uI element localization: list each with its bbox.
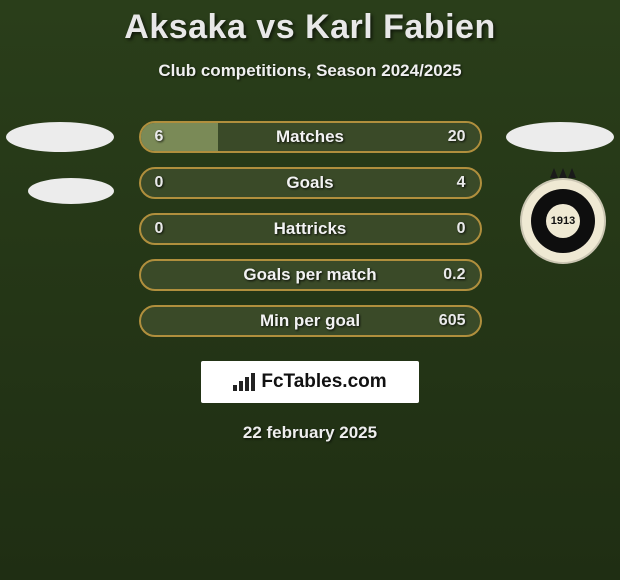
- branding-box[interactable]: FcTables.com: [201, 361, 419, 403]
- stat-label: Min per goal: [141, 311, 480, 331]
- club-badge-inner: 1913: [531, 189, 595, 253]
- stat-right-value: 20: [448, 128, 466, 146]
- stat-bar: Goals per match0.2: [139, 259, 482, 291]
- stat-right-value: 0.2: [443, 266, 465, 284]
- date-stamp: 22 february 2025: [0, 423, 620, 443]
- crown-icon: [550, 166, 576, 178]
- stat-label: Goals per match: [141, 265, 480, 285]
- bar-chart-icon: [233, 373, 255, 391]
- subtitle: Club competitions, Season 2024/2025: [0, 61, 620, 81]
- stat-bar: 0Goals4: [139, 167, 482, 199]
- stat-right-value: 605: [439, 312, 466, 330]
- stat-right-value: 4: [457, 174, 466, 192]
- stat-bar: Min per goal605: [139, 305, 482, 337]
- stat-label: Hattricks: [141, 219, 480, 239]
- stat-bar: 6Matches20: [139, 121, 482, 153]
- player-left-shape-2: [28, 178, 114, 204]
- stat-label: Matches: [141, 127, 480, 147]
- stat-right-value: 0: [457, 220, 466, 238]
- club-badge-year: 1913: [546, 204, 580, 238]
- stat-bar: 0Hattricks0: [139, 213, 482, 245]
- page-title: Aksaka vs Karl Fabien: [0, 8, 620, 47]
- player-right-shape: [506, 122, 614, 152]
- player-left-shape-1: [6, 122, 114, 152]
- stat-label: Goals: [141, 173, 480, 193]
- club-badge-right: 1913: [520, 178, 606, 264]
- branding-label: FcTables.com: [261, 371, 386, 393]
